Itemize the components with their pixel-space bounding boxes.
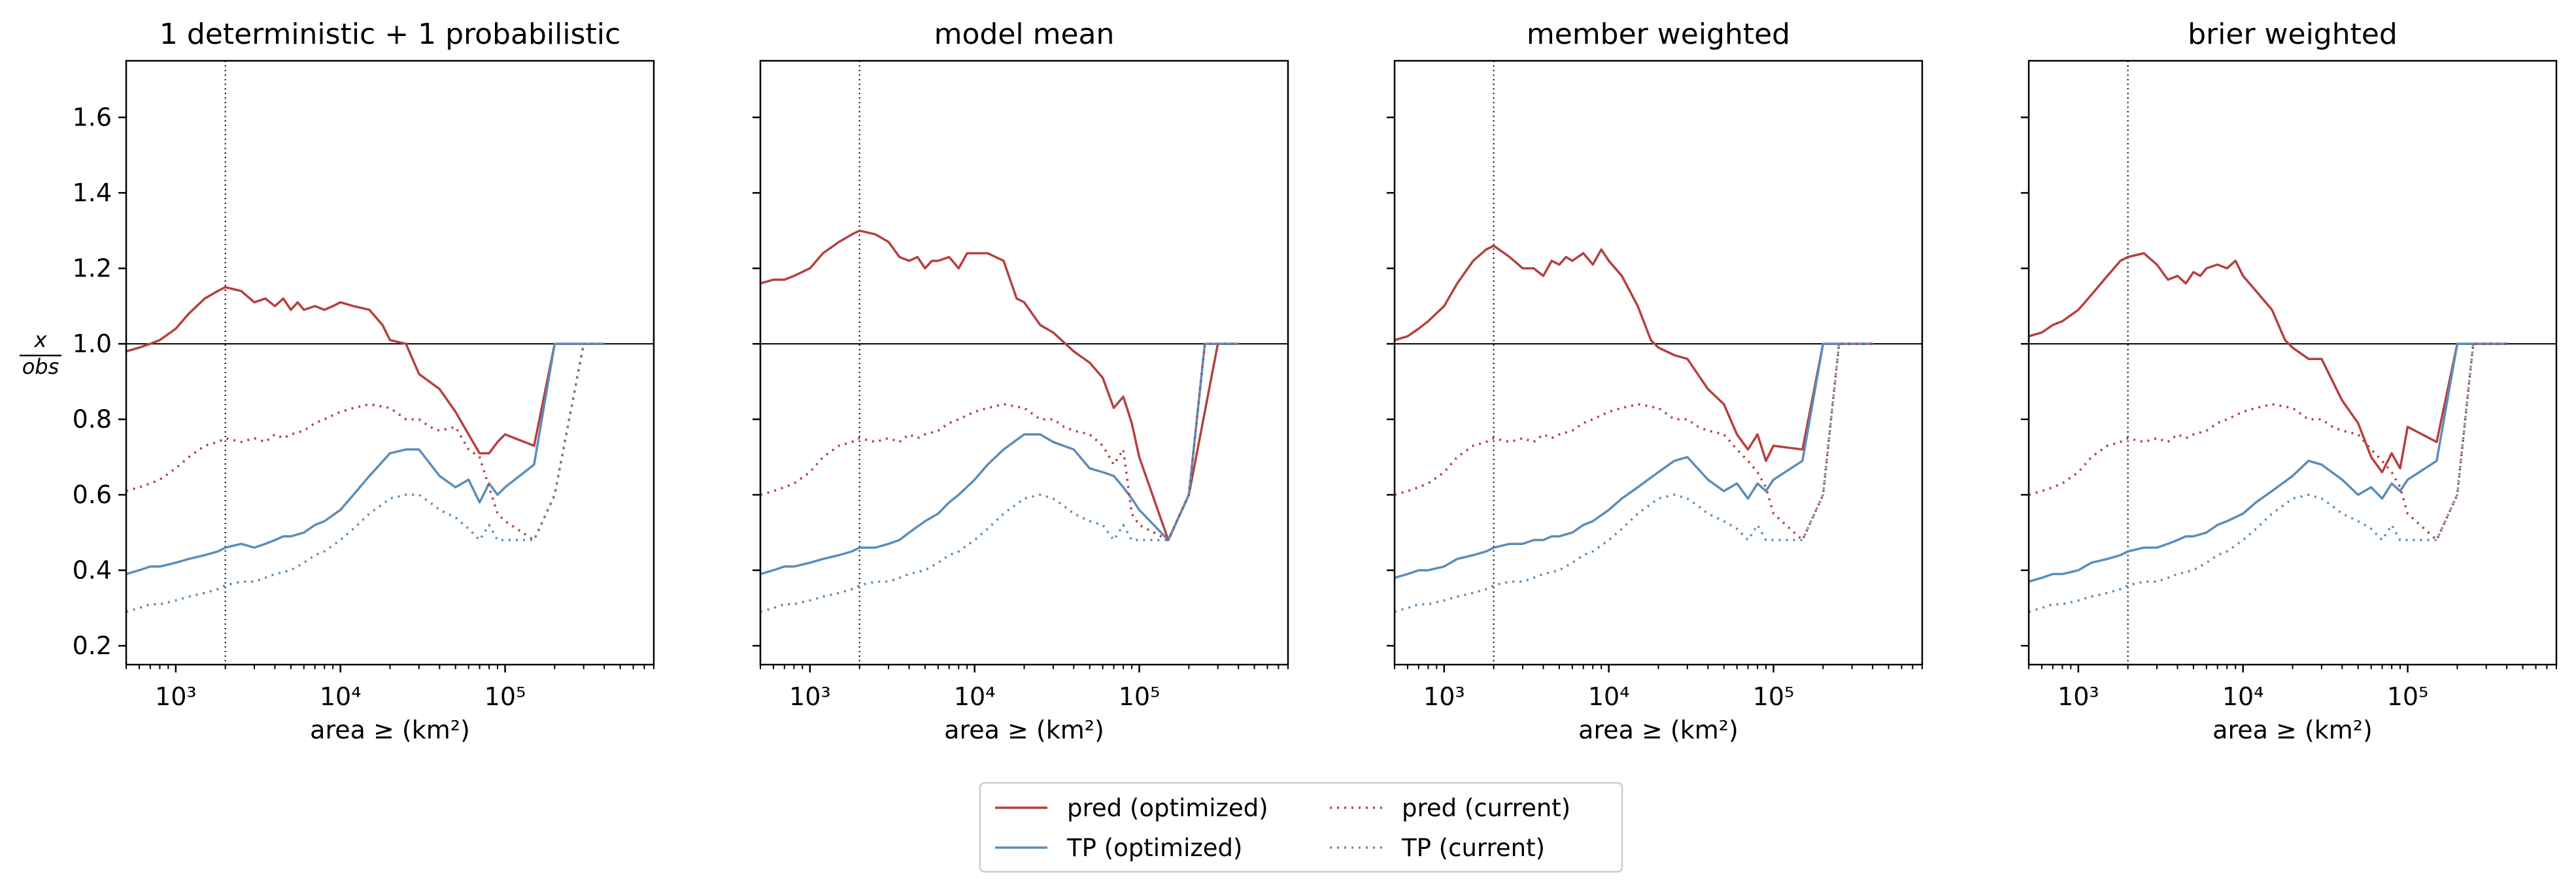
x-tick-label: 10⁴	[320, 682, 362, 711]
series-line	[1395, 244, 1873, 462]
y-tick-label: 1.2	[73, 254, 112, 283]
legend-entry: pred (optimized)	[995, 794, 1268, 822]
y-axis-label-denominator: obs	[22, 354, 59, 379]
x-axis-label: area ≥ (km²)	[944, 716, 1104, 744]
x-axis-label: area ≥ (km²)	[1578, 716, 1738, 744]
legend-entry: pred (current)	[1330, 794, 1570, 822]
x-tick-label: 10⁵	[1753, 682, 1795, 711]
series-line	[760, 229, 1239, 542]
series-group	[1395, 244, 1873, 613]
legend-label: pred (current)	[1402, 794, 1570, 822]
x-axis-label: area ≥ (km²)	[310, 716, 470, 744]
y-tick-label: 1.4	[73, 178, 112, 207]
series-line	[760, 342, 1239, 542]
y-tick-label: 1.0	[73, 329, 112, 358]
x-tick-label: 10³	[1423, 682, 1465, 711]
x-tick-label: 10⁵	[2387, 682, 2429, 711]
x-axis-label: area ≥ (km²)	[2212, 716, 2373, 744]
y-tick-label: 0.2	[73, 631, 112, 660]
x-tick-label: 10⁴	[954, 682, 996, 711]
legend-label: pred (optimized)	[1067, 794, 1268, 822]
series-line	[760, 342, 1239, 613]
series-line	[1395, 342, 1873, 542]
plot-frame	[125, 59, 655, 666]
series-line	[760, 342, 1239, 576]
series-line	[126, 342, 605, 542]
legend-label: TP (current)	[1401, 834, 1545, 862]
series-group	[2029, 252, 2507, 613]
x-tick-label: 10⁵	[484, 682, 526, 711]
series-line	[1395, 342, 1873, 613]
x-tick-label: 10³	[2058, 682, 2099, 711]
x-tick-label: 10⁵	[1119, 682, 1161, 711]
panels: 1 deterministic + 1 probabilistic 0.2 0.4 0…	[73, 18, 2558, 744]
y-tick-label: 0.8	[73, 405, 112, 434]
series-group	[760, 229, 1239, 613]
chart-panel: member weighted 10³ 10⁴ 10⁵ area ≥ (km²)	[1387, 18, 1924, 744]
plot-frame	[759, 59, 1289, 666]
legend-entry: TP (optimized)	[995, 834, 1242, 862]
x-tick-label: 10³	[155, 682, 197, 711]
legend: pred (optimized) TP (optimized) pred (cu…	[979, 782, 1623, 873]
y-tick-label: 1.6	[73, 103, 112, 132]
chart-title: brier weighted	[2188, 18, 2398, 51]
chart-panel: model mean 10³ 10⁴ 10⁵ area ≥ (km²)	[753, 18, 1289, 744]
x-tick-label: 10⁴	[2222, 682, 2264, 711]
series-group	[126, 286, 605, 613]
y-tick-label: 0.6	[73, 480, 112, 509]
series-line	[126, 342, 605, 613]
legend-frame	[979, 782, 1623, 873]
y-axis-label-numerator: x	[34, 327, 48, 352]
legend-label: TP (optimized)	[1066, 834, 1242, 862]
series-line	[2029, 342, 2507, 583]
legend-entry: TP (current)	[1330, 834, 1545, 862]
series-line	[2029, 342, 2507, 542]
chart-title: member weighted	[1527, 18, 1790, 51]
series-line	[126, 286, 605, 455]
plot-frame	[1393, 59, 1924, 666]
chart-panel: brier weighted 10³ 10⁴ 10⁵ area ≥ (km²)	[2021, 18, 2558, 744]
chart-title: 1 deterministic + 1 probabilistic	[160, 18, 620, 51]
y-axis-label: x obs	[20, 327, 61, 379]
plot-frame	[2027, 59, 2558, 666]
x-tick-label: 10⁴	[1588, 682, 1630, 711]
series-line	[2029, 342, 2507, 613]
y-tick-label: 0.4	[73, 556, 112, 585]
series-line	[1395, 342, 1873, 579]
x-tick-label: 10³	[789, 682, 831, 711]
series-line	[126, 342, 605, 576]
chart-title: model mean	[934, 18, 1115, 51]
series-line	[2029, 252, 2507, 474]
chart-panel: 1 deterministic + 1 probabilistic 0.2 0.4 0…	[73, 18, 655, 744]
